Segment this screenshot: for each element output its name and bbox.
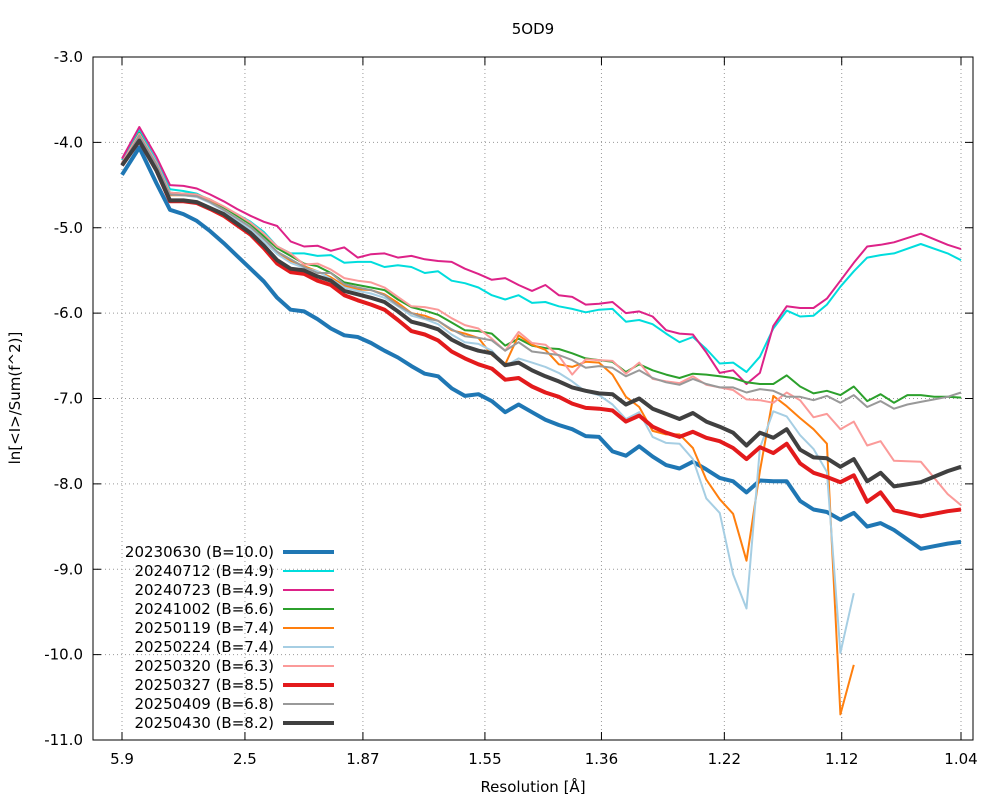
series-line: [120, 138, 962, 519]
y-axis-label: ln[<I>/Sum(f^2)]: [6, 332, 24, 465]
series-line: [121, 132, 962, 506]
x-tick-label: 1.22: [708, 750, 741, 768]
y-tick-label: -10.0: [44, 646, 83, 664]
x-tick-label: 1.87: [346, 750, 379, 768]
legend-label: 20250409 (B=6.8): [134, 695, 274, 713]
series-line: [120, 145, 962, 551]
x-tick-label: 1.04: [944, 750, 977, 768]
x-tick-label: 5.9: [110, 750, 134, 768]
x-tick-labels: 5.9 2.5 1.87 1.55 1.36 1.22 1.12 1.04: [110, 750, 978, 768]
x-tick-label: 2.5: [233, 750, 257, 768]
legend-label: 20250327 (B=8.5): [134, 676, 274, 694]
series-line: [121, 129, 962, 373]
series-line: [121, 132, 962, 404]
y-tick-label: -8.0: [54, 475, 83, 493]
legend-label: 20240723 (B=4.9): [134, 581, 274, 599]
y-tick-label: -6.0: [54, 304, 83, 322]
x-axis-label: Resolution [Å]: [480, 777, 585, 796]
legend: 20230630 (B=10.0)20240712 (B=4.9)2024072…: [125, 543, 334, 732]
legend-label: 20240712 (B=4.9): [134, 562, 274, 580]
series-line: [121, 126, 962, 385]
x-tick-label: 1.55: [468, 750, 501, 768]
legend-label: 20230630 (B=10.0): [125, 543, 274, 561]
legend-label: 20250430 (B=8.2): [134, 714, 274, 732]
legend-label: 20241002 (B=6.6): [134, 600, 274, 618]
axis-ticks: [93, 56, 973, 741]
y-tick-label: -9.0: [54, 560, 83, 578]
grid: [93, 57, 973, 740]
series-line: [120, 138, 962, 489]
series-line: [121, 134, 855, 654]
chart-title: 5OD9: [512, 20, 554, 38]
series-lines: [120, 126, 962, 716]
legend-label: 20250224 (B=7.4): [134, 638, 274, 656]
y-tick-labels: -3.0 -4.0 -5.0 -6.0 -7.0 -8.0 -9.0 -10.0 -11.0: [44, 48, 83, 749]
series-line: [121, 134, 962, 410]
y-tick-label: -4.0: [54, 133, 83, 151]
x-tick-label: 1.12: [825, 750, 858, 768]
y-tick-label: -5.0: [54, 219, 83, 237]
plot-frame: [92, 56, 974, 741]
y-tick-label: -7.0: [54, 390, 83, 408]
y-tick-label: -11.0: [44, 731, 83, 749]
legend-label: 20250320 (B=6.3): [134, 657, 274, 675]
x-tick-label: 1.36: [585, 750, 618, 768]
y-tick-label: -3.0: [54, 48, 83, 66]
legend-label: 20250119 (B=7.4): [134, 619, 274, 637]
